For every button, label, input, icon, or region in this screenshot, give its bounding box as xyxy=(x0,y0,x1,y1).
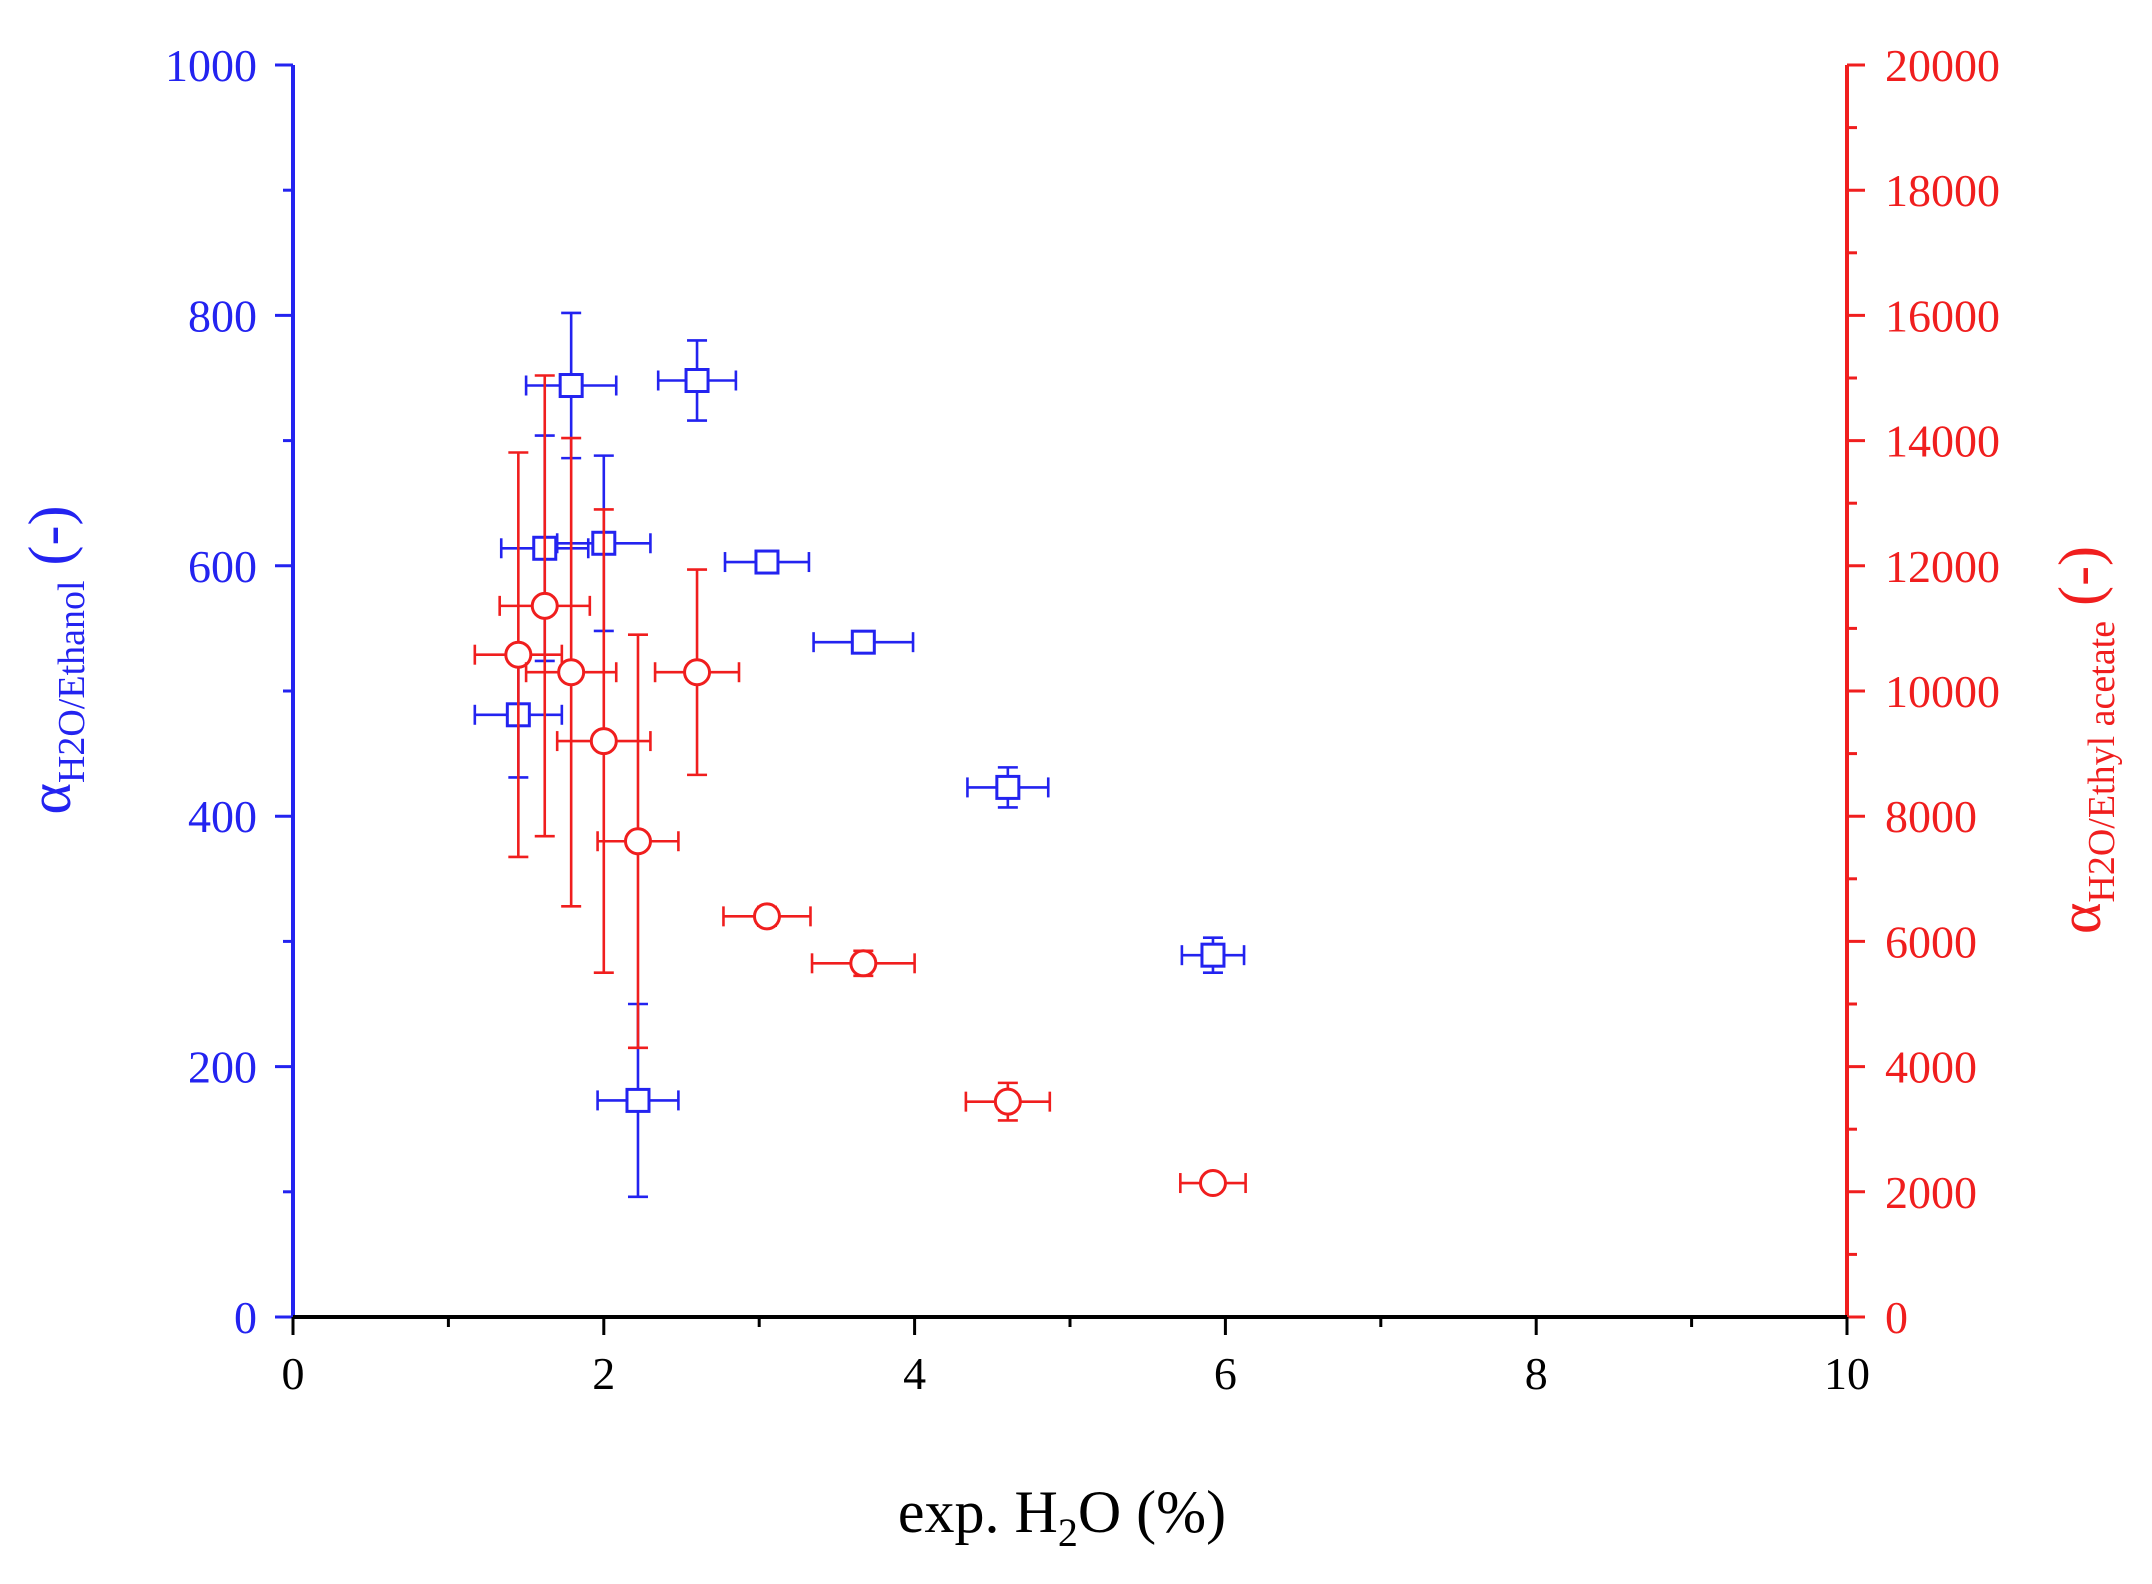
ethanol-data-point xyxy=(754,549,780,575)
left-y-tick-label: 400 xyxy=(188,791,257,842)
right-y-axis-title-unit: (-) xyxy=(2047,546,2113,621)
x-tick-label: 6 xyxy=(1214,1348,1237,1399)
right-y-tick-label: 4000 xyxy=(1885,1042,1977,1093)
x-axis-title-subscript: 2 xyxy=(1058,1510,1078,1555)
x-tick-label: 0 xyxy=(282,1348,305,1399)
ethanol-data-point xyxy=(684,368,710,394)
ethyl-acetate-data-point xyxy=(530,591,559,620)
ethanol-data-point xyxy=(1200,942,1226,968)
ethanol-series xyxy=(473,311,1246,1199)
right-y-tick-label: 12000 xyxy=(1885,541,2000,592)
left-y-tick-label: 0 xyxy=(234,1292,257,1343)
ethyl-acetate-data-point xyxy=(623,827,652,856)
left-y-tick-label: 800 xyxy=(188,290,257,341)
ethyl-acetate-data-point xyxy=(993,1087,1022,1116)
series-layer xyxy=(473,311,1247,1199)
left-y-axis-title-symbol: α xyxy=(17,783,83,814)
right-y-tick-label: 0 xyxy=(1885,1292,1908,1343)
x-axis-title-main: exp. H xyxy=(898,1479,1058,1545)
ethanol-data-point xyxy=(558,373,584,399)
left-y-axis-title: αH2O/Ethanol (-) xyxy=(17,505,93,814)
ethyl-acetate-series xyxy=(473,374,1247,1198)
right-y-axis-title-symbol: α xyxy=(2047,903,2113,934)
right-y-tick-label: 2000 xyxy=(1885,1167,1977,1218)
ethanol-data-point xyxy=(995,774,1021,800)
x-tick-label: 2 xyxy=(592,1348,615,1399)
left-y-tick-label: 1000 xyxy=(165,40,257,91)
ethyl-acetate-data-point xyxy=(557,658,586,687)
right-y-tick-label: 10000 xyxy=(1885,666,2000,717)
ethyl-acetate-data-point xyxy=(849,949,878,978)
x-tick-label: 10 xyxy=(1824,1348,1870,1399)
right-y-tick-label: 16000 xyxy=(1885,290,2000,341)
right-y-axis-title: αH2O/Ethyl acetate (-) xyxy=(2047,546,2123,934)
ethyl-acetate-data-point xyxy=(752,902,781,931)
ethanol-data-point xyxy=(625,1087,651,1113)
ethyl-acetate-data-point xyxy=(1198,1169,1227,1198)
right-y-tick-label: 20000 xyxy=(1885,40,2000,91)
left-y-tick-label: 200 xyxy=(188,1042,257,1093)
right-y-axis-title-subscript: H2O/Ethyl acetate xyxy=(2081,621,2123,903)
left-y-axis-title-unit: (-) xyxy=(17,505,83,580)
ethanol-data-point xyxy=(850,629,876,655)
left-y-tick-label: 600 xyxy=(188,541,257,592)
x-axis-title: exp. H2O (%) xyxy=(898,1479,1226,1555)
axis-titles: exp. H2O (%) αH2O/Ethanol (-) αH2O/Ethyl… xyxy=(17,505,2123,1555)
x-tick-label: 8 xyxy=(1525,1348,1548,1399)
ethyl-acetate-data-point xyxy=(504,640,533,669)
ethyl-acetate-data-point xyxy=(683,658,712,687)
right-y-tick-label: 18000 xyxy=(1885,165,2000,216)
right-y-tick-label: 6000 xyxy=(1885,916,1977,967)
right-y-tick-label: 8000 xyxy=(1885,791,1977,842)
axes: 0200400600800100002000400060008000100001… xyxy=(165,40,2000,1399)
right-y-tick-label: 14000 xyxy=(1885,416,2000,467)
ethyl-acetate-data-point xyxy=(589,727,618,756)
x-axis-title-rest: O (%) xyxy=(1078,1479,1226,1545)
left-y-axis-title-subscript: H2O/Ethanol xyxy=(51,580,93,783)
x-tick-label: 4 xyxy=(903,1348,926,1399)
